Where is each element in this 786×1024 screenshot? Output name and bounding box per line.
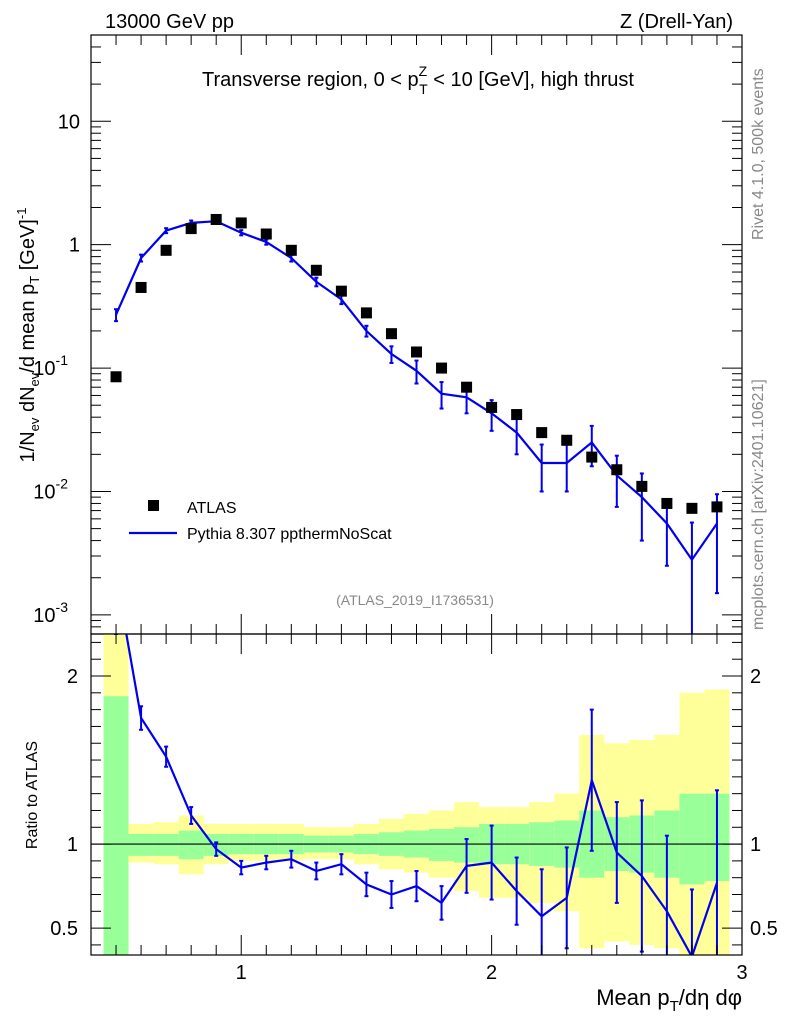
inner-band-segment [128,833,154,856]
y-tick-label: 10 [58,111,80,133]
atlas-data-point [711,501,723,513]
legend: ATLAS Pythia 8.307 ppthermNoScat [129,500,392,543]
inner-band-segment [429,828,455,861]
ratio-y-tick-label: 1 [67,834,78,856]
atlas-data-point [636,480,648,492]
x-tick-label: 1 [236,962,247,984]
atlas-data-point [285,244,297,256]
atlas-data-point [686,502,698,514]
inner-band-segment [679,793,705,885]
ratio-plot-panel: 0.5 0.5 1 1 2 2 1 2 3 Ratio to ATLAS Mean pT/dη … [24,633,778,1015]
mc-series [114,217,719,634]
atlas-data-point [160,244,172,256]
ratio-plot-frame [90,633,743,956]
atlas-data-point [511,409,523,421]
y-tick-label: 10-2 [33,475,68,503]
analysis-watermark: (ATLAS_2019_I1736531) [336,592,494,608]
ratio-mc-series [114,634,719,955]
x-tick-label: 2 [486,962,497,984]
atlas-data-point [586,451,598,463]
atlas-data-point [335,285,347,297]
inner-band-segment [103,696,129,955]
y-tick-label: 10-3 [33,599,68,627]
ratio-y-tick-label: 0.5 [50,918,78,940]
rivet-label: Rivet 4.1.0, 500k events [750,68,767,240]
y-axis-label-text: 1/Nev dNev/d mean pT [GeV]-1 [14,208,42,463]
ratio-y-tick-label-right: 1 [750,834,761,856]
header-right: Z (Drell-Yan) [620,11,733,33]
ratio-y-tick-label-right: 2 [750,666,761,688]
atlas-data-point [310,264,322,276]
atlas-data-point [110,371,122,383]
ratio-y-axis-label: Ratio to ATLAS [24,741,41,849]
atlas-data-point [411,346,422,358]
atlas-data-point [661,497,673,509]
legend-marker-atlas [148,500,159,511]
plot-title-text: Transverse region, 0 < pZ T < 10 [GeV], h… [202,63,634,97]
atlas-data-point [135,281,147,293]
legend-label-atlas: ATLAS [187,500,237,517]
ratio-y-tick-label-right: 0.5 [750,918,778,940]
uncertainty-bands [103,634,730,955]
data-series [110,213,723,514]
atlas-data-point [185,223,197,235]
atlas-data-point [611,464,623,476]
header-left: 13000 GeV pp [105,11,234,33]
y-tick-label: 10-1 [33,352,68,380]
main-plot-panel: Transverse region, 0 < pZ T < 10 [GeV], h… [14,34,743,635]
atlas-data-point [260,228,272,240]
inner-band-segment [178,830,204,860]
atlas-data-point [461,381,473,393]
plot-title: Transverse region, 0 < pZ T < 10 [GeV], h… [202,63,634,97]
ratio-y-tick-label: 2 [67,666,78,688]
x-axis-label-text: Mean pT/dη dφ [596,985,742,1015]
atlas-data-point [385,328,397,340]
legend-label-mc: Pythia 8.307 ppthermNoScat [187,526,392,543]
y-tick-label: 1 [69,235,80,257]
atlas-data-point [486,401,498,413]
atlas-data-point [210,213,222,225]
atlas-data-point [235,217,247,229]
atlas-data-point [436,362,448,374]
ratio-mc-clipped [114,634,719,955]
x-tick-label: 3 [736,962,747,984]
atlas-data-point [360,307,372,319]
inner-band-segment [153,833,179,856]
mcplots-label: mcplots.cern.ch [arXiv:2401.10621] [750,379,767,630]
x-axis-label: Mean pT/dη dφ [596,985,742,1015]
y-axis-label: 1/Nev dNev/d mean pT [GeV]-1 [14,208,42,463]
atlas-data-point [561,434,573,446]
atlas-data-point [536,427,548,439]
main-plot-frame [90,34,743,635]
ratio-axis-ticks: 0.5 0.5 1 1 2 2 1 2 3 [50,634,778,984]
